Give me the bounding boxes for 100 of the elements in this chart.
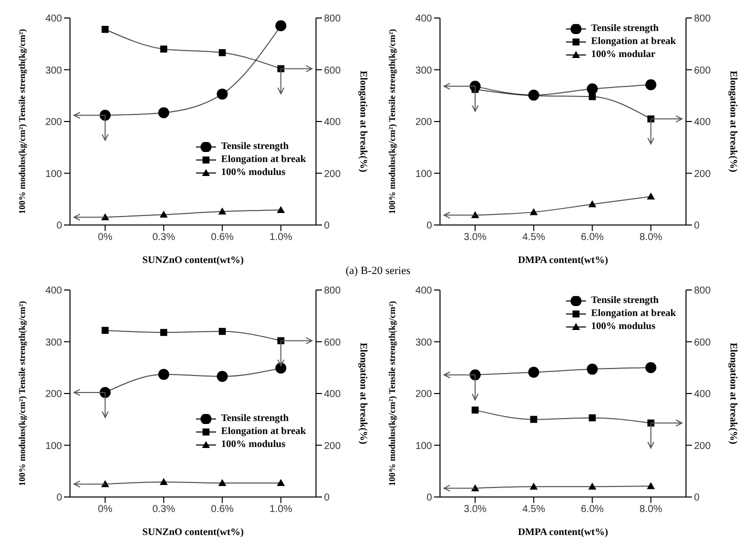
y2-tick-label: 0 bbox=[324, 492, 330, 504]
point bbox=[218, 49, 226, 56]
point bbox=[588, 414, 596, 422]
y2-tick-label: 200 bbox=[324, 440, 342, 452]
y2-tick-label: 0 bbox=[324, 220, 330, 232]
y-tick-label: 200 bbox=[45, 117, 62, 128]
y2-tick-label: 200 bbox=[694, 168, 712, 180]
y-tick-label: 0 bbox=[56, 492, 62, 504]
legend-label: Elongation at break bbox=[221, 153, 306, 166]
y2-axis-title: Elongation at break(%) bbox=[357, 342, 368, 444]
point bbox=[586, 364, 598, 375]
x-tick-label: 0% bbox=[98, 504, 112, 516]
point bbox=[101, 480, 110, 488]
y-axis-title: 100% modulus(kg/cm²) Tensile strength(kg/cm²) bbox=[387, 301, 398, 486]
point bbox=[276, 479, 285, 486]
point bbox=[275, 20, 286, 32]
y2-tick-label: 400 bbox=[324, 389, 342, 400]
y-tick-label: 300 bbox=[45, 65, 62, 76]
point bbox=[530, 416, 538, 423]
point bbox=[530, 208, 538, 216]
x-axis-title: DMPA content(wt%) bbox=[518, 527, 608, 538]
y2-tick-label: 800 bbox=[324, 286, 342, 297]
y2-tick-label: 800 bbox=[694, 14, 712, 25]
legend-label: Elongation at break bbox=[221, 425, 306, 438]
y-tick-label: 200 bbox=[415, 117, 432, 128]
x-axis-title: SUNZnO content(wt%) bbox=[142, 527, 244, 538]
y-tick-label: 0 bbox=[426, 492, 432, 504]
x-tick-label: 0.3% bbox=[152, 504, 176, 516]
point bbox=[588, 200, 596, 208]
point bbox=[645, 362, 656, 374]
x-tick-label: 6.0% bbox=[580, 232, 604, 244]
point bbox=[102, 26, 109, 33]
legend-label: 100% modulus bbox=[221, 438, 286, 451]
legend-label: 100% modulus bbox=[591, 320, 656, 333]
y-tick-label: 100 bbox=[45, 440, 62, 452]
y-tick-label: 300 bbox=[415, 65, 432, 76]
legend-label: Tensile strength bbox=[591, 22, 659, 35]
x-tick-label: 3.0% bbox=[464, 232, 487, 244]
point bbox=[528, 366, 540, 378]
y-tick-label: 200 bbox=[415, 389, 432, 400]
x-tick-label: 8.0% bbox=[639, 504, 662, 516]
y2-tick-label: 600 bbox=[324, 337, 342, 348]
point bbox=[588, 482, 596, 490]
point bbox=[530, 482, 538, 490]
x-tick-label: 4.5% bbox=[522, 232, 546, 244]
point bbox=[588, 93, 596, 100]
point bbox=[158, 107, 170, 118]
y-tick-label: 0 bbox=[426, 220, 432, 232]
y2-tick-label: 400 bbox=[694, 389, 712, 400]
y2-tick-label: 800 bbox=[324, 14, 342, 25]
y-tick-label: 300 bbox=[45, 337, 62, 348]
point bbox=[160, 328, 168, 336]
x-axis-title: SUNZnO content(wt%) bbox=[142, 255, 244, 266]
point bbox=[216, 88, 228, 100]
legend-label: Tensile strength bbox=[221, 140, 289, 153]
y2-axis-title: Elongation at break(%) bbox=[727, 70, 738, 172]
y2-tick-label: 400 bbox=[694, 117, 712, 128]
x-tick-label: 1.0% bbox=[269, 504, 292, 516]
y-tick-label: 400 bbox=[45, 14, 62, 25]
point bbox=[216, 370, 228, 382]
y2-tick-label: 600 bbox=[694, 337, 712, 348]
y2-tick-label: 0 bbox=[694, 220, 700, 232]
y-tick-label: 400 bbox=[415, 286, 432, 297]
y-tick-label: 400 bbox=[415, 14, 432, 25]
point bbox=[646, 482, 655, 490]
point bbox=[586, 83, 598, 94]
y-axis-title: 100% modulus(kg/cm²) Tensile strength(kg/cm²) bbox=[387, 29, 398, 214]
x-tick-label: 0.3% bbox=[152, 232, 176, 244]
point bbox=[218, 328, 226, 335]
x-tick-label: 8.0% bbox=[639, 232, 662, 244]
x-tick-label: 0.6% bbox=[210, 504, 234, 516]
legend-label: Elongation at break bbox=[591, 35, 676, 48]
point bbox=[160, 210, 168, 218]
x-tick-label: 0.6% bbox=[210, 232, 234, 244]
point bbox=[102, 326, 109, 334]
x-tick-label: 0% bbox=[98, 232, 112, 244]
legend-label: Tensile strength bbox=[221, 412, 289, 425]
y-tick-label: 100 bbox=[415, 440, 432, 452]
legend-label: 100% modular bbox=[591, 48, 656, 61]
y2-tick-label: 0 bbox=[694, 492, 700, 504]
point bbox=[160, 478, 168, 485]
y2-tick-label: 400 bbox=[324, 117, 342, 128]
y-tick-label: 400 bbox=[45, 286, 62, 297]
y-tick-label: 100 bbox=[45, 168, 62, 180]
y2-tick-label: 600 bbox=[694, 65, 712, 76]
point bbox=[218, 479, 226, 486]
y2-tick-label: 200 bbox=[324, 168, 342, 180]
x-tick-label: 3.0% bbox=[464, 504, 487, 516]
y-axis-title: 100% modulus(kg/cm²) Tensile strength(kg/cm²) bbox=[17, 301, 28, 486]
y2-axis-title: Elongation at break(%) bbox=[357, 70, 368, 172]
y-tick-label: 100 bbox=[415, 168, 432, 180]
y-tick-label: 200 bbox=[45, 389, 62, 400]
point bbox=[276, 206, 285, 213]
point bbox=[646, 192, 655, 200]
point bbox=[645, 79, 656, 90]
point bbox=[160, 46, 168, 53]
text: (a) B-20 series bbox=[346, 265, 410, 277]
y-axis-title: 100% modulus(kg/cm²) Tensile strength(kg/cm²) bbox=[17, 29, 28, 214]
y-tick-label: 0 bbox=[56, 220, 62, 232]
y2-tick-label: 800 bbox=[694, 286, 712, 297]
